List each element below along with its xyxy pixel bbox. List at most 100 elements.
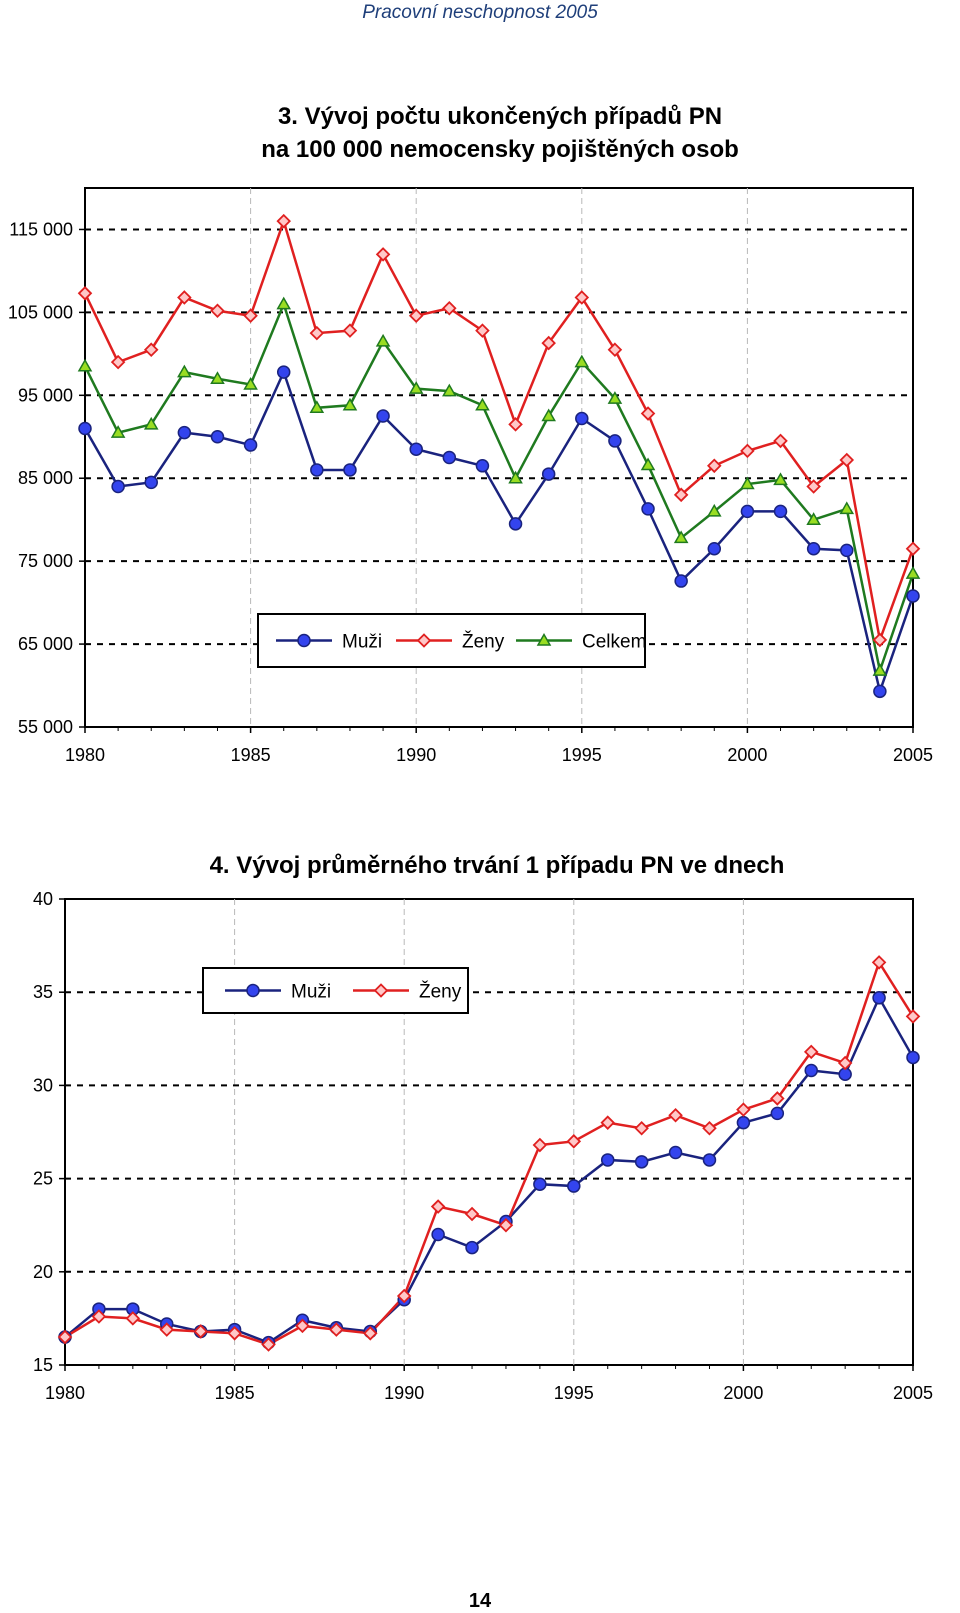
data-point xyxy=(839,501,855,515)
data-point xyxy=(541,467,556,481)
data-point xyxy=(575,411,589,426)
data-point xyxy=(508,517,523,531)
data-point xyxy=(905,566,921,579)
data-point xyxy=(144,475,158,490)
data-point xyxy=(600,1115,615,1130)
data-point xyxy=(408,381,424,394)
plot-frame xyxy=(84,187,914,728)
data-point xyxy=(177,425,192,440)
legend-label: Ženy xyxy=(462,631,505,653)
data-point xyxy=(871,955,887,970)
x-tick-label: 2000 xyxy=(727,745,767,765)
data-point xyxy=(673,487,689,503)
data-point xyxy=(376,409,390,423)
data-point xyxy=(773,433,788,449)
data-point xyxy=(243,377,258,390)
data-point xyxy=(210,430,225,444)
y-tick-label: 20 xyxy=(33,1262,53,1282)
data-point xyxy=(634,1120,649,1136)
data-point xyxy=(837,1055,853,1071)
legend-marker xyxy=(297,633,311,648)
x-tick-label: 1990 xyxy=(384,1383,424,1403)
x-tick-label: 2000 xyxy=(723,1383,763,1403)
data-point xyxy=(736,1102,751,1117)
data-point xyxy=(574,354,590,368)
data-point xyxy=(905,541,921,556)
data-point xyxy=(607,342,623,357)
data-point xyxy=(872,991,886,1005)
data-point xyxy=(295,1318,310,1334)
data-point xyxy=(442,300,457,316)
data-point xyxy=(475,397,490,411)
data-point xyxy=(408,308,424,323)
data-point xyxy=(143,416,159,430)
data-point xyxy=(740,476,755,490)
data-point xyxy=(608,434,622,448)
data-point xyxy=(773,504,788,519)
data-point xyxy=(806,479,821,494)
data-point xyxy=(442,383,457,397)
data-point xyxy=(532,1137,548,1153)
data-point xyxy=(674,574,688,588)
data-point xyxy=(243,438,258,452)
data-point xyxy=(508,470,523,484)
y-tick-label: 30 xyxy=(33,1075,53,1095)
data-point xyxy=(668,1145,683,1160)
legend-marker xyxy=(416,633,432,648)
chart-cases: 3. Vývoj počtu ukončených případů PN na 1… xyxy=(8,103,933,765)
page-number: 14 xyxy=(468,1590,492,1612)
data-point xyxy=(159,1322,175,1337)
data-point xyxy=(906,1050,920,1065)
data-point xyxy=(673,530,689,544)
data-point xyxy=(227,1326,242,1341)
data-point xyxy=(600,1153,615,1167)
x-tick-label: 2005 xyxy=(893,745,933,765)
data-point xyxy=(77,286,93,301)
data-point xyxy=(707,541,722,556)
y-tick-label: 85 000 xyxy=(18,468,73,488)
y-tick-label: 35 xyxy=(33,982,53,1002)
data-point xyxy=(442,450,457,465)
legend-marker xyxy=(373,983,389,998)
chart-title-line: na 100 000 nemocensky pojištěných osob xyxy=(261,136,739,163)
data-point xyxy=(111,479,125,494)
x-tick-label: 1995 xyxy=(562,745,602,765)
data-point xyxy=(567,1179,581,1193)
data-point xyxy=(574,290,590,305)
data-point xyxy=(78,421,92,436)
data-point xyxy=(873,684,887,699)
data-point xyxy=(498,1217,514,1233)
data-point xyxy=(803,1044,819,1060)
data-point xyxy=(309,400,325,413)
data-point xyxy=(770,1091,785,1106)
page-header: Pracovní neschopnost 2005 xyxy=(362,2,598,23)
data-point xyxy=(177,290,192,305)
data-point xyxy=(276,296,292,310)
x-tick-label: 1980 xyxy=(65,745,105,765)
data-point xyxy=(409,442,423,456)
y-tick-label: 95 000 xyxy=(18,385,73,405)
x-tick-label: 2005 xyxy=(893,1383,933,1403)
y-tick-label: 65 000 xyxy=(18,634,73,654)
data-point xyxy=(668,1107,683,1123)
data-point xyxy=(770,1106,785,1121)
y-tick-label: 25 xyxy=(33,1169,53,1189)
data-point xyxy=(210,371,225,384)
data-point xyxy=(806,512,821,525)
data-point xyxy=(243,308,258,323)
data-point xyxy=(375,247,391,262)
data-point xyxy=(309,325,325,341)
data-point xyxy=(110,354,126,370)
data-point xyxy=(533,1177,547,1191)
data-point xyxy=(475,459,490,473)
x-tick-label: 1985 xyxy=(231,745,271,765)
data-point xyxy=(475,323,490,338)
x-tick-label: 1985 xyxy=(215,1383,255,1403)
chart-title-line: 4. Vývoj průměrného trvání 1 případu PN … xyxy=(210,852,785,879)
data-point xyxy=(607,391,623,404)
data-point xyxy=(773,472,788,486)
data-point xyxy=(261,1337,276,1352)
data-point xyxy=(430,1199,446,1214)
data-point xyxy=(839,452,855,468)
data-point xyxy=(702,1153,717,1167)
